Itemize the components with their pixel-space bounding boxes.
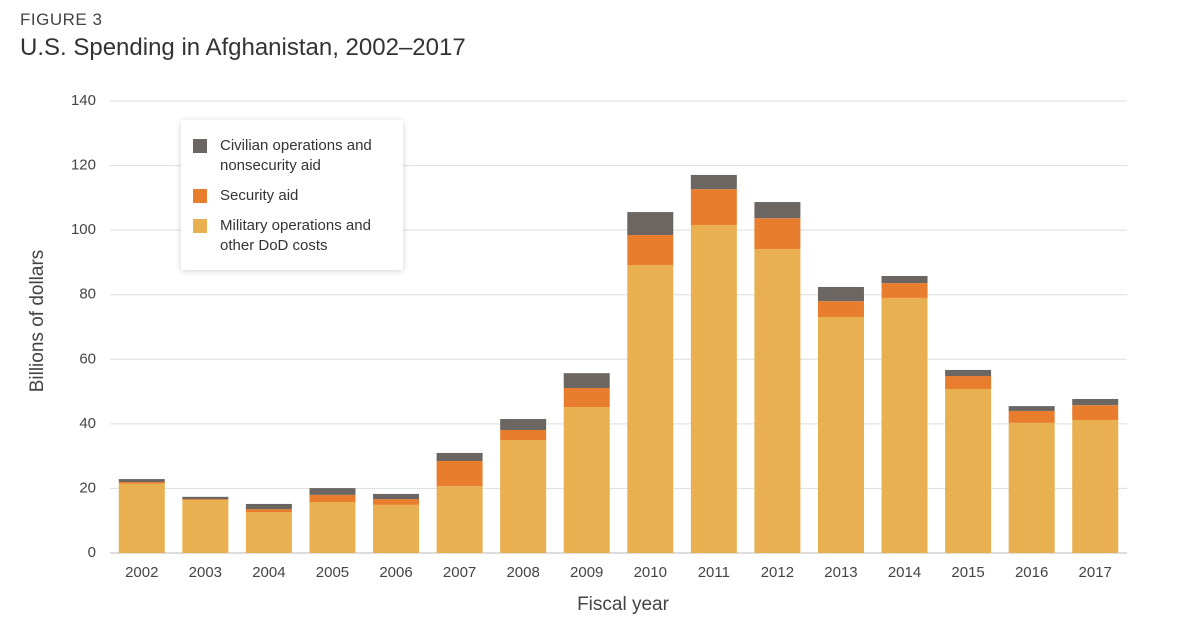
- y-tick-label: 0: [88, 544, 96, 561]
- bar-segment: [436, 452, 483, 461]
- legend-item: Civilian operations and nonsecurity aid: [193, 136, 391, 176]
- bar-segment: [690, 174, 737, 190]
- x-tick-label: 2017: [1079, 564, 1112, 581]
- x-axis-label: Fiscal year: [577, 594, 670, 615]
- legend-item: Security aid: [193, 186, 391, 206]
- bar-segment: [563, 407, 610, 553]
- bar-segment: [563, 373, 610, 389]
- y-tick-label: 60: [79, 350, 96, 367]
- x-tick-label: 2003: [189, 564, 222, 581]
- bar-segment: [817, 286, 864, 302]
- legend-label: Security aid: [220, 187, 299, 204]
- x-tick-label: 2016: [1015, 564, 1048, 581]
- bar-segment: [1072, 419, 1119, 553]
- bar-segment: [245, 511, 292, 553]
- bar-segment: [245, 509, 292, 512]
- x-tick-label: 2010: [634, 564, 667, 581]
- bar-segment: [945, 369, 992, 377]
- bar-segment: [118, 479, 165, 482]
- bar-segment: [500, 429, 547, 440]
- bar-segment: [881, 283, 928, 298]
- legend-label: Military operations and other DoD costs: [220, 217, 371, 254]
- bar-segment: [1008, 406, 1055, 411]
- bar-segment: [309, 494, 356, 502]
- x-tick-label: 2015: [951, 564, 984, 581]
- y-tick-label: 140: [71, 92, 96, 109]
- bar-segment: [373, 493, 420, 500]
- legend-swatch: [193, 219, 207, 233]
- bar-segment: [754, 249, 801, 554]
- x-tick-label: 2012: [761, 564, 794, 581]
- x-tick-label: 2014: [888, 564, 921, 581]
- bar-segment: [436, 460, 483, 487]
- bar-segment: [1072, 405, 1119, 420]
- y-tick-label: 40: [79, 415, 96, 432]
- bar-segment: [754, 218, 801, 250]
- bar-segment: [881, 275, 928, 284]
- legend-item: Military operations and other DoD costs: [193, 216, 391, 256]
- bar-segment: [690, 224, 737, 553]
- bar-segment: [945, 388, 992, 553]
- legend-swatch: [193, 189, 207, 203]
- x-tick-label: 2011: [698, 564, 730, 581]
- bar-segment: [1072, 398, 1119, 406]
- x-tick-label: 2005: [316, 564, 349, 581]
- bar-segment: [245, 503, 292, 510]
- figure-label: FIGURE 3: [20, 10, 103, 29]
- bar-segment: [182, 500, 229, 553]
- bar-segment: [118, 483, 165, 553]
- bar-segment: [627, 234, 674, 266]
- bar-segment: [500, 419, 547, 430]
- x-tick-label: 2013: [824, 564, 857, 581]
- x-tick-label: 2007: [443, 564, 476, 581]
- y-axis-label: Billions of dollars: [27, 250, 48, 393]
- bar-segment: [1008, 422, 1055, 553]
- bar-segment: [436, 486, 483, 553]
- bar-segment: [817, 301, 864, 317]
- bar-segment: [754, 202, 801, 219]
- bar-segment: [373, 504, 420, 553]
- bar-segment: [309, 501, 356, 553]
- bar-segment: [373, 499, 420, 505]
- legend-label: Civilian operations and nonsecurity aid: [220, 137, 372, 174]
- bar-segment: [563, 388, 610, 408]
- bar-segment: [690, 189, 737, 225]
- bar-segment: [500, 440, 547, 553]
- x-tick-label: 2004: [252, 564, 285, 581]
- bar-segment: [945, 376, 992, 389]
- legend-swatch: [193, 139, 207, 153]
- y-tick-label: 100: [71, 221, 96, 238]
- y-tick-label: 20: [79, 479, 96, 496]
- bar-segment: [118, 481, 165, 484]
- bar-segment: [182, 499, 229, 501]
- bar-segment: [182, 496, 229, 500]
- chart-title: U.S. Spending in Afghanistan, 2002–2017: [20, 34, 466, 61]
- x-tick-label: 2009: [570, 564, 603, 581]
- x-tick-label: 2002: [125, 564, 158, 581]
- bar-segment: [627, 265, 674, 553]
- bar-segment: [1008, 410, 1055, 423]
- y-tick-label: 120: [71, 157, 96, 174]
- x-tick-label: 2006: [379, 564, 412, 581]
- legend: Civilian operations and nonsecurity aid S…: [181, 120, 403, 270]
- y-tick-label: 80: [79, 286, 96, 303]
- bar-segment: [309, 488, 356, 495]
- bar-segment: [817, 316, 864, 553]
- bar-segment: [627, 212, 674, 235]
- x-tick-label: 2008: [506, 564, 539, 581]
- bar-segment: [881, 297, 928, 553]
